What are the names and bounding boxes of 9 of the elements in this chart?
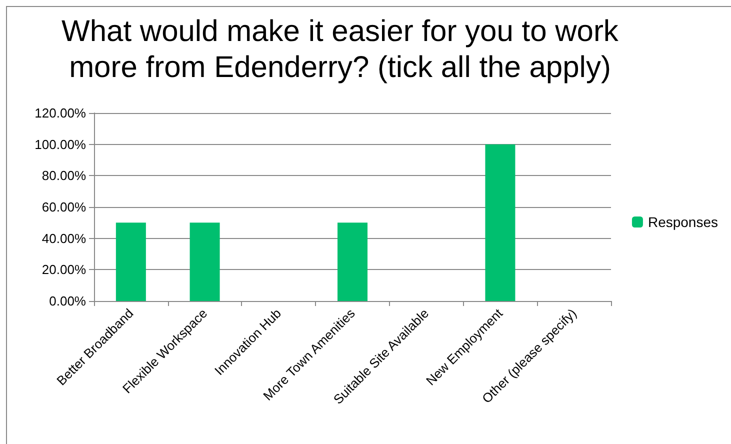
y-tick-label: 100.00% (34, 136, 86, 152)
y-tick-label: 60.00% (42, 200, 86, 214)
y-tick-label: 80.00% (42, 168, 86, 184)
y-tick-label: 20.00% (42, 262, 86, 278)
legend-label: Responses (648, 214, 718, 230)
y-tick-label: 40.00% (42, 230, 86, 246)
y-tick-label: 0.00% (49, 294, 86, 308)
chart-title: What would make it easier for you to work more from Edenderry? (tick all the apply) (60, 14, 620, 86)
y-tick-label: 120.00% (34, 106, 86, 120)
